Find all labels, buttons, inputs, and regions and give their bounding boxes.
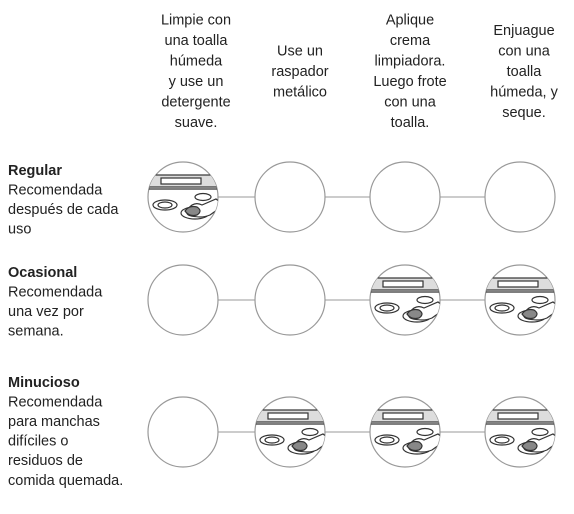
- step-circle: [254, 161, 326, 233]
- step-circle: [254, 396, 326, 468]
- step-circle: [484, 264, 556, 336]
- column-header-line: y use un: [169, 74, 224, 90]
- row-description-line: residuos de: [8, 453, 83, 469]
- row-description-line: Recomendada: [8, 182, 103, 198]
- column-header-line: suave.: [175, 115, 218, 131]
- column-header-line: toalla.: [391, 115, 430, 131]
- row-description-line: para manchas: [8, 414, 100, 430]
- step-circle: [369, 396, 441, 468]
- row-description-line: semana.: [8, 324, 64, 340]
- column-header-line: Enjuague: [493, 23, 554, 39]
- step-circle: [147, 264, 219, 336]
- column-header-line: húmeda: [170, 54, 223, 70]
- row-title: Minucioso: [8, 375, 80, 391]
- row-title: Regular: [8, 163, 62, 179]
- column-header-line: crema: [390, 33, 431, 49]
- step-circle: [484, 161, 556, 233]
- row-description-line: Recomendada: [8, 284, 103, 300]
- step-circle: [147, 161, 219, 233]
- column-header-line: con una: [384, 95, 437, 111]
- column-header-line: limpiadora.: [375, 54, 446, 70]
- step-circle: [369, 264, 441, 336]
- column-header-line: seque.: [502, 105, 546, 121]
- row-description-line: comida quemada.: [8, 473, 123, 489]
- cells: [143, 161, 561, 468]
- column-header-line: Aplique: [386, 13, 434, 29]
- column-header-line: Luego frote: [373, 74, 446, 90]
- column-header-line: raspador: [271, 64, 328, 80]
- row-description-line: una vez por: [8, 304, 84, 320]
- row-description-line: Recomendada: [8, 394, 103, 410]
- step-circle: [147, 396, 219, 468]
- column-header-line: con una: [498, 43, 551, 59]
- column-header-line: metálico: [273, 84, 327, 100]
- row-title: Ocasional: [8, 265, 77, 281]
- step-circle: [254, 264, 326, 336]
- column-header-line: húmeda, y: [490, 84, 558, 100]
- column-header-line: una toalla: [165, 33, 229, 49]
- step-circle: [369, 161, 441, 233]
- column-header-line: Limpie con: [161, 13, 231, 29]
- step-circle: [484, 396, 556, 468]
- column-header-line: toalla: [507, 64, 543, 80]
- row-description-line: difíciles o: [8, 434, 68, 450]
- column-header-line: Use un: [277, 43, 323, 59]
- column-header-line: detergente: [161, 95, 230, 111]
- row-description-line: después de cada: [8, 202, 119, 218]
- row-description-line: uso: [8, 222, 31, 238]
